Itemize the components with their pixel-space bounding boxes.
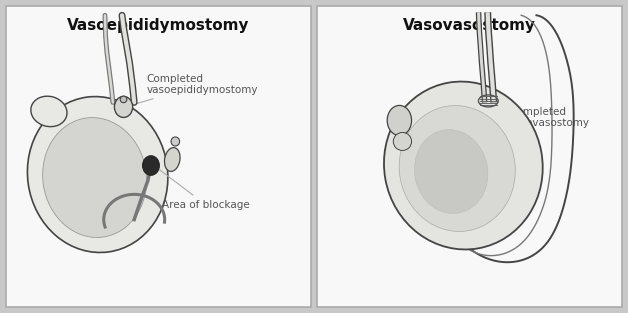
Ellipse shape [171,137,180,146]
Ellipse shape [28,97,168,253]
Text: Completed
vasovasostomy: Completed vasovasostomy [492,102,590,128]
Ellipse shape [43,118,146,238]
Ellipse shape [399,105,516,231]
Ellipse shape [120,96,127,103]
Text: Completed
vasoepididymostomy: Completed vasoepididymostomy [127,74,258,106]
Ellipse shape [143,156,160,175]
Ellipse shape [31,96,67,127]
Ellipse shape [114,96,133,117]
Ellipse shape [384,82,543,249]
Text: Vasovasostomy: Vasovasostomy [403,18,536,33]
Ellipse shape [414,130,488,213]
Ellipse shape [387,105,411,136]
FancyBboxPatch shape [317,6,622,307]
FancyBboxPatch shape [6,6,311,307]
Text: Vasoepididymostomy: Vasoepididymostomy [67,18,250,33]
Ellipse shape [165,148,180,172]
Ellipse shape [393,132,411,151]
Text: Area of blockage: Area of blockage [156,167,249,210]
